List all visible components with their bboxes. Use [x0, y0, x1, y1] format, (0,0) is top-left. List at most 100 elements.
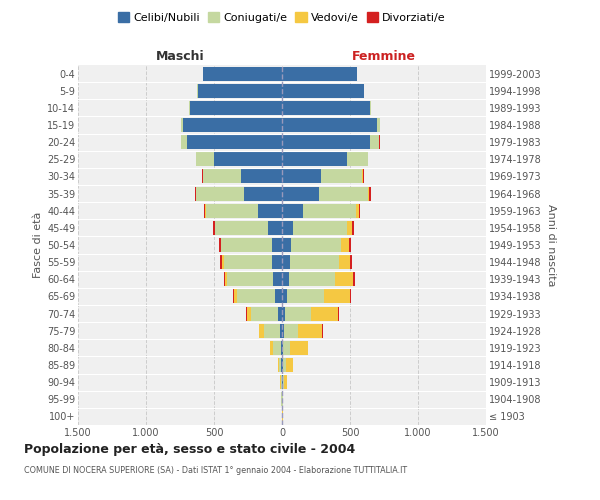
- Bar: [225, 272, 227, 286]
- Bar: [278, 358, 279, 372]
- Bar: [279, 358, 281, 372]
- Bar: [215, 221, 268, 235]
- Bar: [282, 101, 370, 115]
- Bar: [274, 341, 281, 355]
- Bar: [283, 375, 284, 389]
- Bar: [282, 375, 283, 389]
- Bar: [251, 306, 278, 320]
- Bar: [273, 272, 282, 286]
- Bar: [233, 290, 234, 304]
- Bar: [196, 186, 244, 200]
- Bar: [227, 272, 273, 286]
- Bar: [290, 255, 339, 269]
- Bar: [282, 118, 377, 132]
- Bar: [347, 221, 352, 235]
- Bar: [363, 170, 364, 183]
- Bar: [282, 358, 283, 372]
- Bar: [203, 66, 282, 80]
- Bar: [286, 358, 293, 372]
- Bar: [241, 170, 282, 183]
- Bar: [187, 135, 282, 149]
- Bar: [275, 290, 282, 304]
- Bar: [284, 324, 298, 338]
- Bar: [244, 186, 282, 200]
- Bar: [368, 186, 369, 200]
- Bar: [282, 221, 293, 235]
- Bar: [370, 135, 379, 149]
- Bar: [349, 238, 350, 252]
- Bar: [220, 255, 223, 269]
- Bar: [282, 324, 284, 338]
- Bar: [272, 255, 282, 269]
- Bar: [221, 238, 272, 252]
- Bar: [197, 84, 282, 98]
- Bar: [359, 204, 361, 218]
- Bar: [284, 375, 287, 389]
- Bar: [268, 221, 282, 235]
- Bar: [203, 170, 241, 183]
- Bar: [282, 255, 290, 269]
- Bar: [183, 118, 282, 132]
- Text: Popolazione per età, sesso e stato civile - 2004: Popolazione per età, sesso e stato civil…: [24, 442, 355, 456]
- Bar: [278, 306, 282, 320]
- Bar: [283, 341, 290, 355]
- Bar: [356, 204, 359, 218]
- Text: Femmine: Femmine: [352, 50, 416, 62]
- Bar: [234, 290, 237, 304]
- Bar: [341, 238, 349, 252]
- Bar: [257, 204, 282, 218]
- Bar: [223, 255, 224, 269]
- Bar: [319, 186, 368, 200]
- Bar: [270, 341, 274, 355]
- Bar: [286, 306, 311, 320]
- Bar: [369, 186, 371, 200]
- Bar: [352, 221, 354, 235]
- Bar: [214, 152, 282, 166]
- Bar: [289, 272, 335, 286]
- Bar: [189, 101, 190, 115]
- Bar: [214, 221, 215, 235]
- Bar: [370, 101, 371, 115]
- Bar: [282, 84, 364, 98]
- Bar: [219, 238, 221, 252]
- Bar: [282, 170, 322, 183]
- Bar: [282, 135, 370, 149]
- Bar: [237, 290, 275, 304]
- Bar: [311, 306, 338, 320]
- Y-axis label: Anni di nascita: Anni di nascita: [545, 204, 556, 286]
- Bar: [283, 358, 286, 372]
- Bar: [291, 238, 341, 252]
- Bar: [224, 255, 272, 269]
- Bar: [247, 306, 251, 320]
- Bar: [282, 186, 319, 200]
- Bar: [181, 135, 187, 149]
- Bar: [280, 324, 282, 338]
- Bar: [339, 255, 350, 269]
- Bar: [298, 324, 322, 338]
- Bar: [303, 204, 356, 218]
- Bar: [206, 204, 257, 218]
- Y-axis label: Fasce di età: Fasce di età: [32, 212, 43, 278]
- Bar: [353, 272, 355, 286]
- Legend: Celibi/Nubili, Coniugati/e, Vedovi/e, Divorziati/e: Celibi/Nubili, Coniugati/e, Vedovi/e, Di…: [114, 8, 450, 28]
- Bar: [362, 170, 363, 183]
- Bar: [282, 66, 357, 80]
- Bar: [324, 290, 350, 304]
- Bar: [272, 238, 282, 252]
- Bar: [293, 221, 347, 235]
- Bar: [194, 186, 196, 200]
- Text: Maschi: Maschi: [155, 50, 205, 62]
- Bar: [377, 118, 380, 132]
- Bar: [281, 341, 282, 355]
- Bar: [282, 238, 291, 252]
- Bar: [335, 272, 353, 286]
- Bar: [350, 290, 351, 304]
- Bar: [347, 152, 368, 166]
- Bar: [282, 272, 289, 286]
- Bar: [263, 324, 280, 338]
- Bar: [282, 341, 283, 355]
- Bar: [190, 101, 282, 115]
- Bar: [202, 170, 203, 183]
- Bar: [181, 118, 183, 132]
- Bar: [290, 341, 308, 355]
